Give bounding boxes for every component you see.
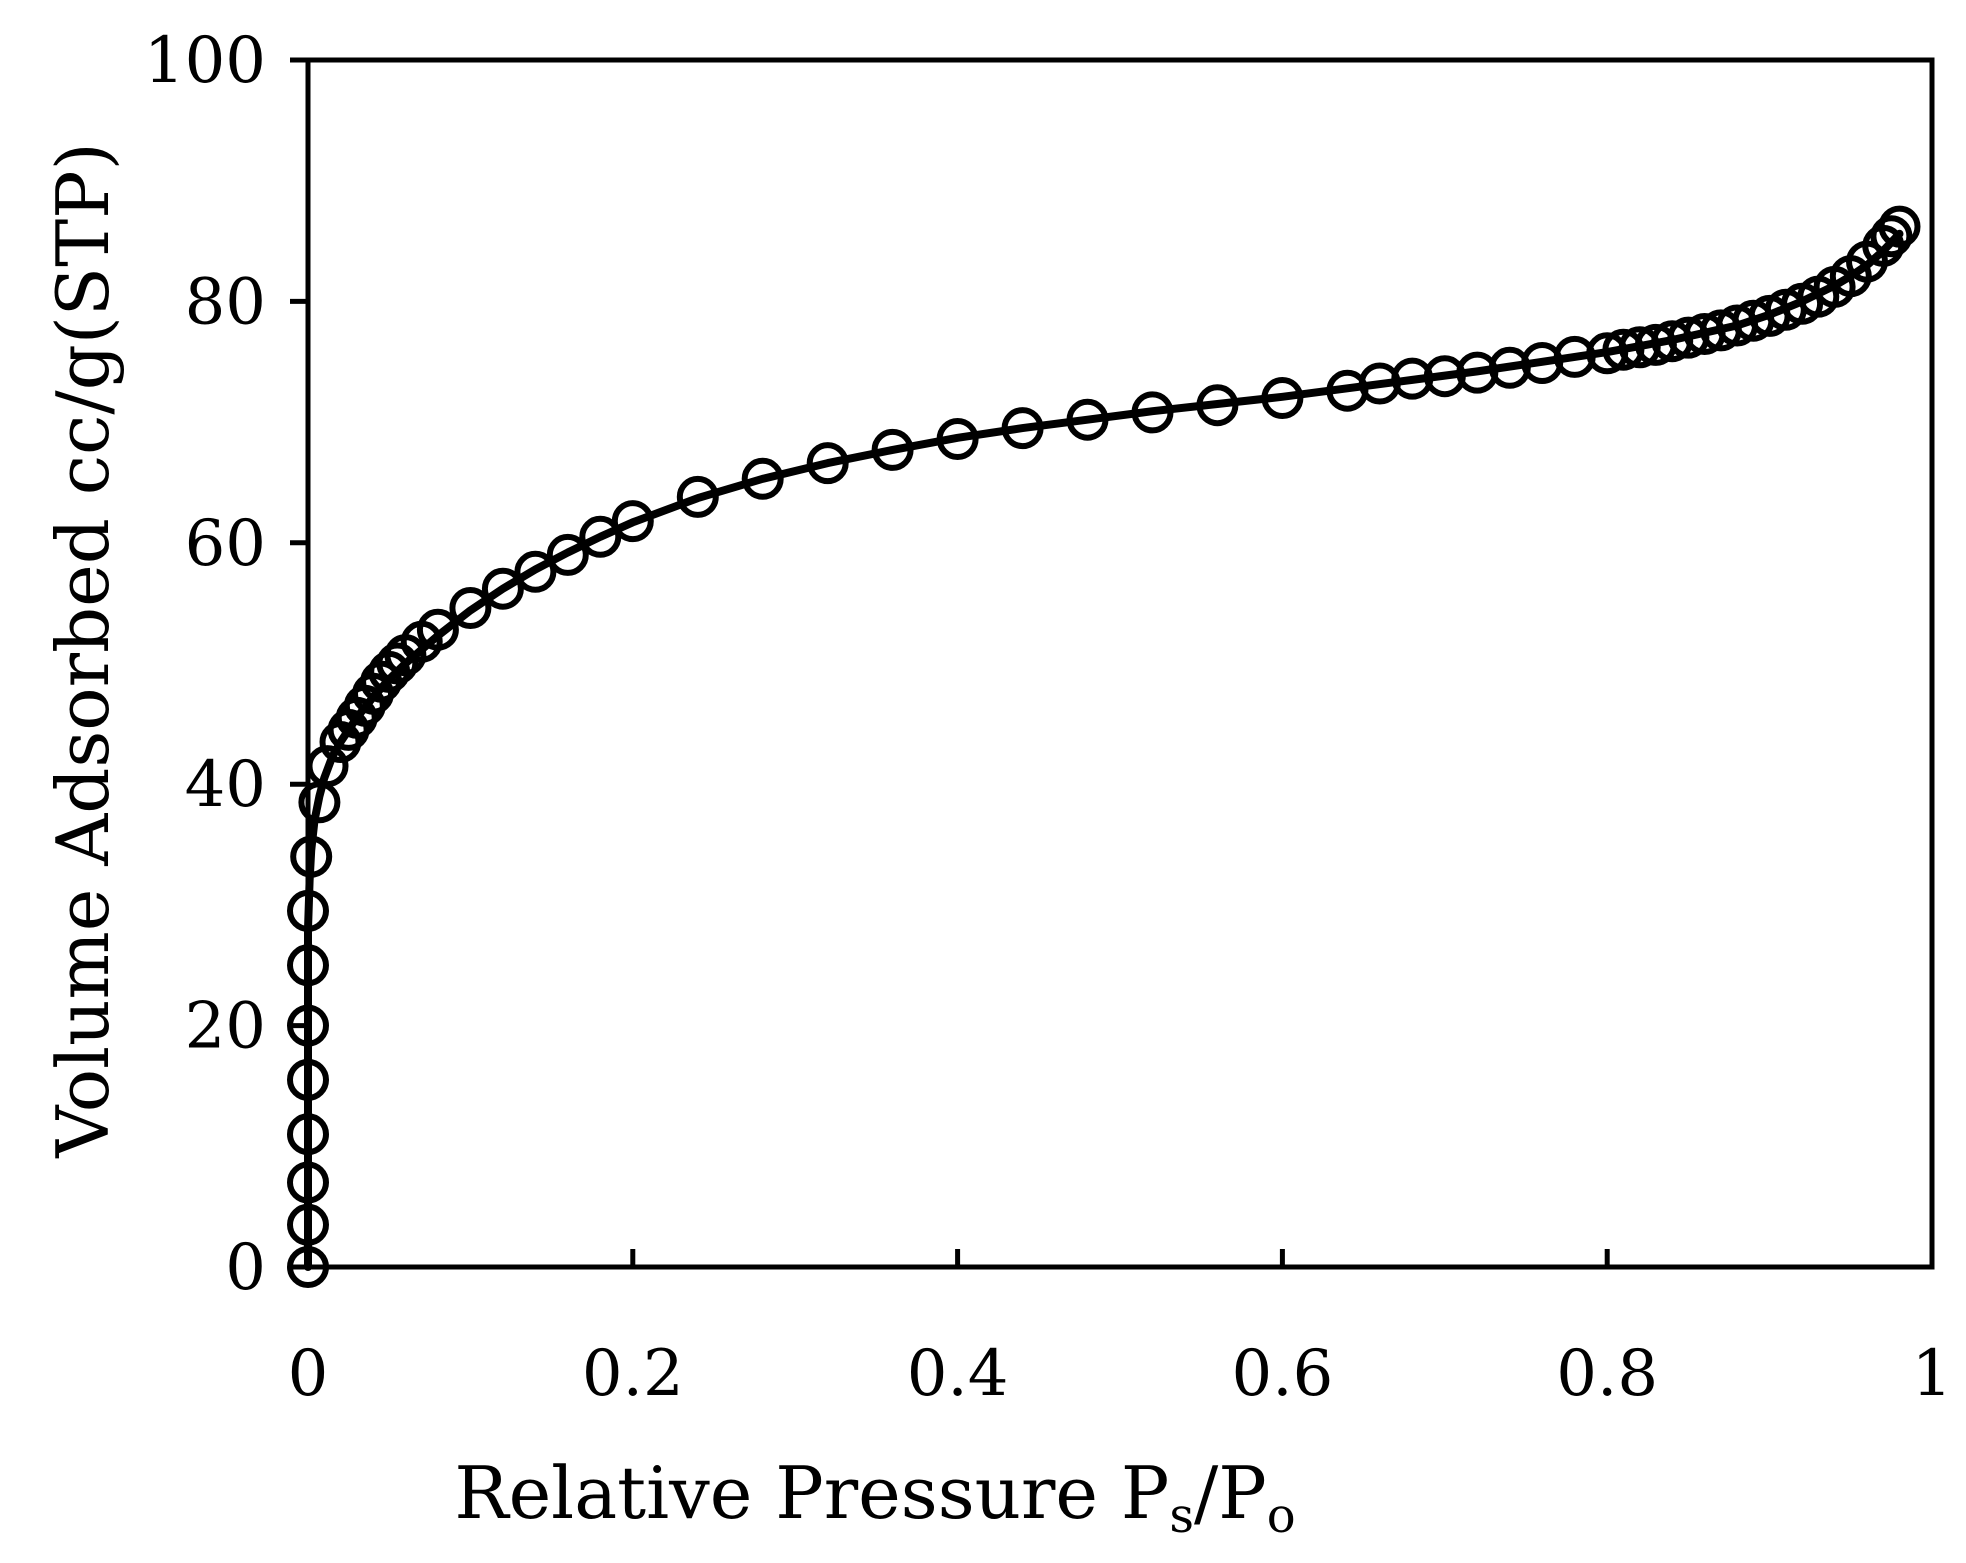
- fit-line: [304, 229, 1904, 1271]
- data-point: [1001, 407, 1044, 450]
- x-tick-label: 0.2: [582, 1337, 684, 1411]
- data-point: [290, 835, 333, 878]
- data-point: [376, 642, 419, 685]
- data-point: [936, 418, 979, 460]
- x-axis-title-main: Relative Pressure P: [454, 1451, 1169, 1535]
- y-tick-label: 100: [144, 24, 266, 98]
- y-axis-title: Volume Adsorbed cc/g(STP): [41, 142, 125, 1158]
- y-tick-label: 40: [185, 748, 266, 822]
- x-tick-label: 0.8: [1556, 1337, 1658, 1411]
- data-point: [287, 944, 329, 987]
- data-point: [1878, 205, 1921, 248]
- data-point: [1261, 377, 1304, 419]
- x-axis-title: Relative Pressure Ps/Po: [454, 1451, 1295, 1544]
- data-point: [1553, 335, 1596, 378]
- y-axis: 0 20 40 60 80 100: [144, 24, 308, 1305]
- plot-border: [305, 57, 1935, 1270]
- data-point: [481, 567, 524, 610]
- data-point: [741, 457, 784, 500]
- data-point: [1391, 357, 1434, 400]
- data-point: [676, 475, 719, 518]
- x-axis-title-slash: /P: [1194, 1451, 1267, 1535]
- data-point: [287, 889, 329, 932]
- x-axis-title-sub2: o: [1267, 1488, 1296, 1544]
- x-tick-label: 1: [1912, 1337, 1953, 1411]
- x-axis: 0 0.2 0.4 0.6 0.8 1: [288, 1249, 1953, 1411]
- data-point: [306, 745, 349, 788]
- y-tick-label: 0: [225, 1231, 266, 1305]
- x-tick-label: 0.6: [1232, 1337, 1334, 1411]
- x-tick-label: 0.4: [907, 1337, 1009, 1411]
- x-axis-title-sub1: s: [1169, 1488, 1194, 1544]
- data-point: [1196, 384, 1239, 427]
- data-point: [806, 442, 849, 485]
- data-point: [287, 1004, 329, 1047]
- data-point: [287, 1113, 329, 1156]
- data-point: [287, 1058, 329, 1101]
- data-point: [514, 550, 557, 593]
- data-point: [611, 500, 654, 543]
- y-tick-label: 20: [185, 990, 266, 1064]
- data-point: [579, 515, 622, 558]
- data-point: [1066, 398, 1109, 441]
- series-layer: [287, 205, 1921, 1288]
- data-point: [1870, 215, 1913, 258]
- data-point: [287, 1203, 329, 1246]
- data-point: [449, 587, 492, 629]
- data-point: [546, 533, 589, 576]
- data-point: [416, 608, 459, 651]
- y-tick-label: 60: [185, 507, 266, 581]
- data-point: [871, 428, 914, 471]
- data-point: [1131, 391, 1174, 434]
- y-tick-label: 80: [185, 265, 266, 339]
- x-tick-label: 0: [288, 1337, 329, 1411]
- data-point: [287, 1161, 329, 1204]
- data-point: [1423, 355, 1466, 398]
- data-point: [287, 1246, 329, 1288]
- plot-frame: [305, 57, 1935, 1270]
